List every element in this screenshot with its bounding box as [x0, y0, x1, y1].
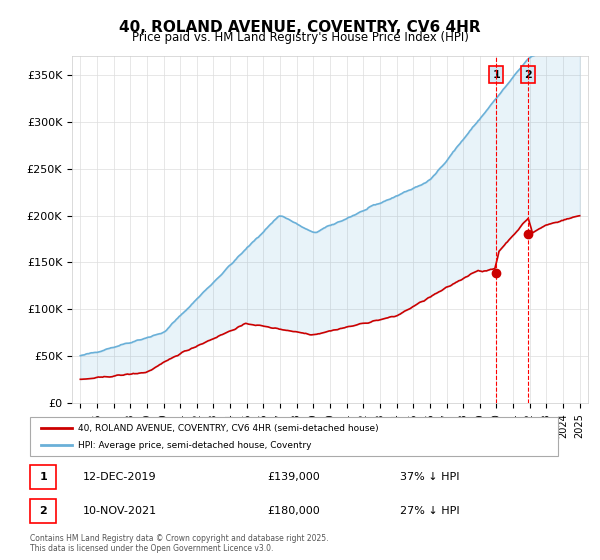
Text: 2: 2	[40, 506, 47, 516]
FancyBboxPatch shape	[30, 499, 56, 523]
Text: 40, ROLAND AVENUE, COVENTRY, CV6 4HR (semi-detached house): 40, ROLAND AVENUE, COVENTRY, CV6 4HR (se…	[77, 424, 378, 433]
Text: HPI: Average price, semi-detached house, Coventry: HPI: Average price, semi-detached house,…	[77, 441, 311, 450]
Text: £180,000: £180,000	[268, 506, 320, 516]
Text: 1: 1	[40, 472, 47, 482]
Text: 12-DEC-2019: 12-DEC-2019	[83, 472, 157, 482]
Text: 2: 2	[524, 70, 532, 80]
Text: 10-NOV-2021: 10-NOV-2021	[83, 506, 157, 516]
Text: 40, ROLAND AVENUE, COVENTRY, CV6 4HR: 40, ROLAND AVENUE, COVENTRY, CV6 4HR	[119, 20, 481, 35]
Text: Contains HM Land Registry data © Crown copyright and database right 2025.
This d: Contains HM Land Registry data © Crown c…	[30, 534, 329, 553]
Text: 1: 1	[493, 70, 500, 80]
Text: Price paid vs. HM Land Registry's House Price Index (HPI): Price paid vs. HM Land Registry's House …	[131, 31, 469, 44]
Text: £139,000: £139,000	[268, 472, 320, 482]
FancyBboxPatch shape	[30, 417, 558, 456]
Text: 37% ↓ HPI: 37% ↓ HPI	[400, 472, 459, 482]
Text: 27% ↓ HPI: 27% ↓ HPI	[400, 506, 459, 516]
FancyBboxPatch shape	[30, 465, 56, 489]
